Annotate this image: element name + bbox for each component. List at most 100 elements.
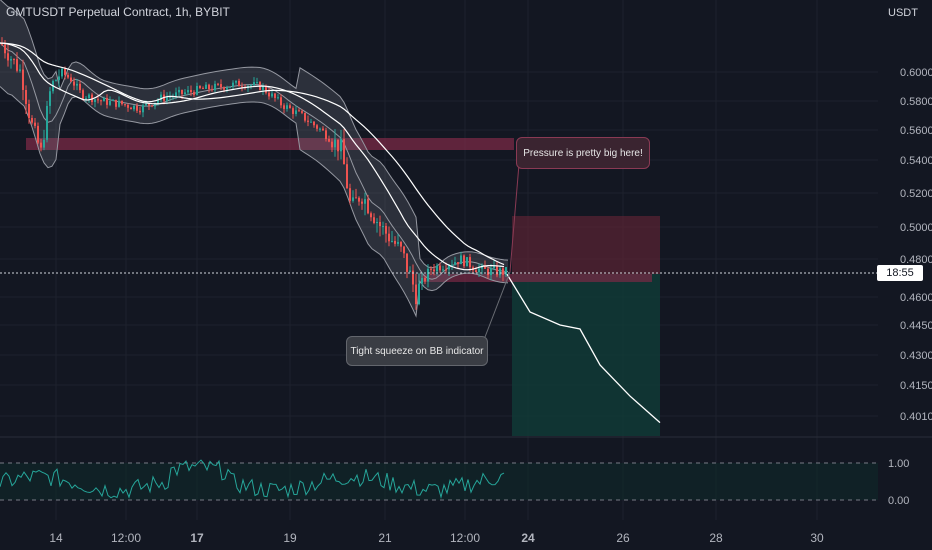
candle-body [232,82,234,87]
candle-body [190,90,192,93]
time-tick-label: 12:00 [111,531,141,545]
candle-body [214,83,216,91]
candle-body [376,221,378,224]
time-tick-label: 14 [49,531,63,545]
squeeze-callout[interactable]: Tight squeeze on BB indicator [346,336,488,366]
candle-body [427,268,429,282]
entry-zone [418,274,652,282]
candle-body [286,105,288,109]
bb-lower [0,86,509,318]
price-tick-label: 0.4300 [900,350,932,362]
candle-body [16,59,18,71]
candle-body [334,139,336,148]
candle-body [70,77,72,82]
price-axis: 0.6000 0.5800 0.5600 0.5400 0.5200 0.5000 0.48… [900,67,932,423]
candle-body [352,197,354,201]
projection-line [506,273,661,424]
candle-body [34,122,36,126]
candle-body [235,80,237,83]
candle-body [196,86,198,95]
time-tick-label: 26 [616,531,630,545]
candle-body [406,253,408,272]
candle-body [319,128,321,130]
candle-body [433,269,435,272]
candle-body [385,226,387,234]
candle-body [448,265,450,270]
candle-body [430,268,432,270]
candle-body [388,233,390,242]
candle-body [307,120,309,122]
candle-body [331,141,333,148]
candle-body [124,104,126,106]
candle-body [505,267,507,275]
bollinger-bands [0,0,509,318]
candle-body [325,130,327,139]
candle-body [175,92,177,97]
candle-body [61,68,63,77]
time-tick-label: 24 [521,531,535,545]
candle-body [67,74,69,78]
candle-body [349,188,351,201]
candle-body [382,226,384,228]
candle-body [466,257,468,267]
candle-body [358,197,360,202]
candle-body [469,257,471,268]
candle-body [145,103,147,106]
candle-body [223,87,225,90]
candle-body [301,111,303,113]
candle-body [217,83,219,85]
candle-body [205,84,207,89]
candle-body [484,265,486,269]
candle-body [475,270,477,273]
resistance-zone [26,138,514,150]
candle-body [202,88,204,90]
candle-body [211,89,213,91]
candle-body [160,94,162,101]
candle-body [400,242,402,247]
candle-body [478,268,480,273]
price-tick-label: 0.4150 [900,380,932,392]
candle-body [367,199,369,214]
candle-body [58,76,60,81]
time-axis: 14 12:00 17 19 21 12:00 24 26 28 30 [49,531,824,545]
price-tick-label: 0.4800 [900,254,932,266]
candle-body [73,81,75,86]
candle-body [115,99,117,107]
candle-body [64,68,66,75]
candle-body [337,139,339,152]
time-tick-label: 30 [810,531,824,545]
candle-body [238,80,240,87]
time-tick-label: 19 [283,531,297,545]
price-tick-label: 0.4010 [900,411,932,423]
price-tick-label: 0.5800 [900,96,932,108]
oscillator-band [0,463,878,500]
candle-body [256,82,258,84]
candle-body [424,278,426,282]
candle-body [283,105,285,109]
candle-body [184,92,186,95]
candle-body [22,69,24,90]
candle-body [277,97,279,99]
candle-body [487,268,489,276]
candle-body [394,240,396,244]
candle-body [403,246,405,254]
candle-body [262,86,264,90]
oscillator-tick-label: 1.00 [888,458,909,470]
price-tick-label: 0.4450 [900,320,932,332]
candle-body [13,59,15,61]
candle-body [31,118,33,123]
candle-body [391,240,393,242]
pressure-callout[interactable]: Pressure is pretty big here! [516,137,650,169]
candle-body [112,99,114,101]
candle-body [88,94,90,99]
candle-body [208,84,210,90]
chart-title: GMTUSDT Perpetual Contract, 1h, BYBIT [6,5,230,19]
candle-body [280,97,282,106]
candle-body [436,265,438,272]
price-tick-label: 0.6000 [900,67,932,79]
candle-body [19,69,21,71]
moving-averages [0,42,505,271]
price-tick-label: 0.5400 [900,155,932,167]
candle-body [151,105,153,107]
